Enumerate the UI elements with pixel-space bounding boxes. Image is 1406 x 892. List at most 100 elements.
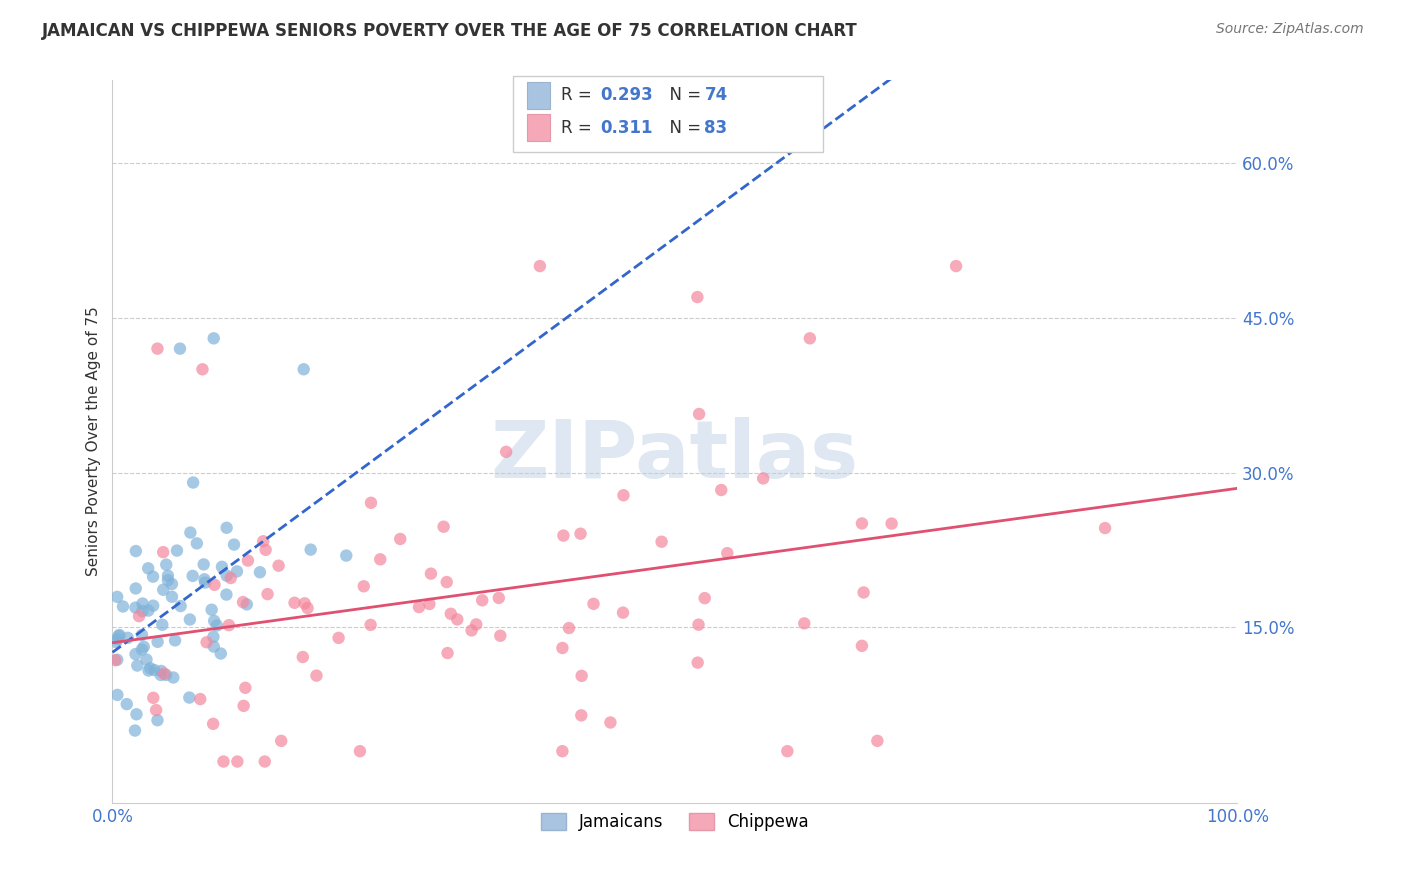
Point — [105, 653, 128, 667]
Point — [179, 613, 201, 627]
Point — [204, 578, 226, 592]
Point — [169, 599, 191, 613]
Point — [160, 590, 183, 604]
Point — [571, 669, 593, 683]
Point — [117, 631, 139, 645]
Point — [222, 538, 245, 552]
Point — [181, 475, 204, 490]
Point — [693, 591, 716, 606]
Point — [232, 595, 254, 609]
Point — [155, 558, 177, 572]
Point — [193, 558, 215, 572]
Point — [236, 553, 259, 567]
Point — [558, 621, 581, 635]
Point — [142, 599, 165, 613]
Point — [104, 653, 127, 667]
Point — [688, 407, 710, 421]
Point — [465, 617, 488, 632]
Point — [612, 488, 634, 502]
Point — [131, 604, 153, 618]
Point — [436, 646, 458, 660]
Point — [150, 664, 173, 678]
Point — [142, 569, 165, 583]
Point — [360, 618, 382, 632]
Point — [851, 639, 873, 653]
Point — [294, 596, 316, 610]
Point — [335, 549, 357, 563]
Point — [179, 525, 201, 540]
Point — [186, 536, 208, 550]
Point — [436, 575, 458, 590]
Point — [156, 568, 179, 582]
Point — [125, 582, 148, 596]
Point — [688, 617, 710, 632]
Point — [651, 534, 673, 549]
Point — [188, 692, 211, 706]
Point — [136, 561, 159, 575]
Text: N =: N = — [659, 87, 707, 104]
Point — [165, 633, 187, 648]
Point — [283, 596, 305, 610]
Point — [852, 585, 875, 599]
Point — [128, 609, 150, 624]
Point — [488, 591, 510, 605]
Point — [569, 708, 592, 723]
Point — [236, 598, 259, 612]
Point — [125, 707, 148, 722]
Point — [105, 590, 128, 604]
Point — [799, 331, 821, 345]
Point — [305, 668, 328, 682]
Point — [212, 755, 235, 769]
Point — [353, 579, 375, 593]
Point — [254, 542, 277, 557]
Point — [202, 614, 225, 628]
Point — [107, 629, 129, 643]
Point — [418, 597, 440, 611]
Text: N =: N = — [659, 119, 707, 136]
Point — [155, 668, 177, 682]
Point — [209, 647, 232, 661]
Point — [408, 600, 430, 615]
Point — [191, 362, 214, 376]
Text: ZIPatlas: ZIPatlas — [491, 417, 859, 495]
Point — [215, 588, 238, 602]
Text: 0.293: 0.293 — [600, 87, 654, 104]
Point — [169, 342, 191, 356]
Point — [249, 566, 271, 580]
Point — [146, 635, 169, 649]
Point — [215, 568, 238, 582]
Point — [145, 703, 167, 717]
Text: 74: 74 — [704, 87, 728, 104]
Point — [218, 618, 240, 632]
Point — [389, 532, 412, 546]
Point — [205, 618, 228, 632]
Point — [460, 624, 482, 638]
Point — [446, 612, 468, 626]
Point — [1094, 521, 1116, 535]
Point — [127, 658, 149, 673]
Point — [235, 681, 257, 695]
Point — [569, 526, 592, 541]
Point — [194, 575, 217, 590]
Point — [193, 572, 215, 586]
Point — [529, 259, 551, 273]
Point — [328, 631, 350, 645]
Point — [866, 734, 889, 748]
Point — [138, 664, 160, 678]
Text: JAMAICAN VS CHIPPEWA SENIORS POVERTY OVER THE AGE OF 75 CORRELATION CHART: JAMAICAN VS CHIPPEWA SENIORS POVERTY OVE… — [42, 22, 858, 40]
Point — [143, 663, 166, 677]
Point — [253, 755, 276, 769]
Point — [136, 603, 159, 617]
Point — [108, 628, 131, 642]
Text: Source: ZipAtlas.com: Source: ZipAtlas.com — [1216, 22, 1364, 37]
Point — [551, 640, 574, 655]
Point — [419, 566, 441, 581]
Point — [202, 640, 225, 654]
Point — [202, 331, 225, 345]
Point — [105, 632, 128, 647]
Text: R =: R = — [561, 87, 598, 104]
Point — [156, 573, 179, 587]
Point — [219, 571, 242, 585]
Point — [166, 543, 188, 558]
Point — [232, 698, 254, 713]
